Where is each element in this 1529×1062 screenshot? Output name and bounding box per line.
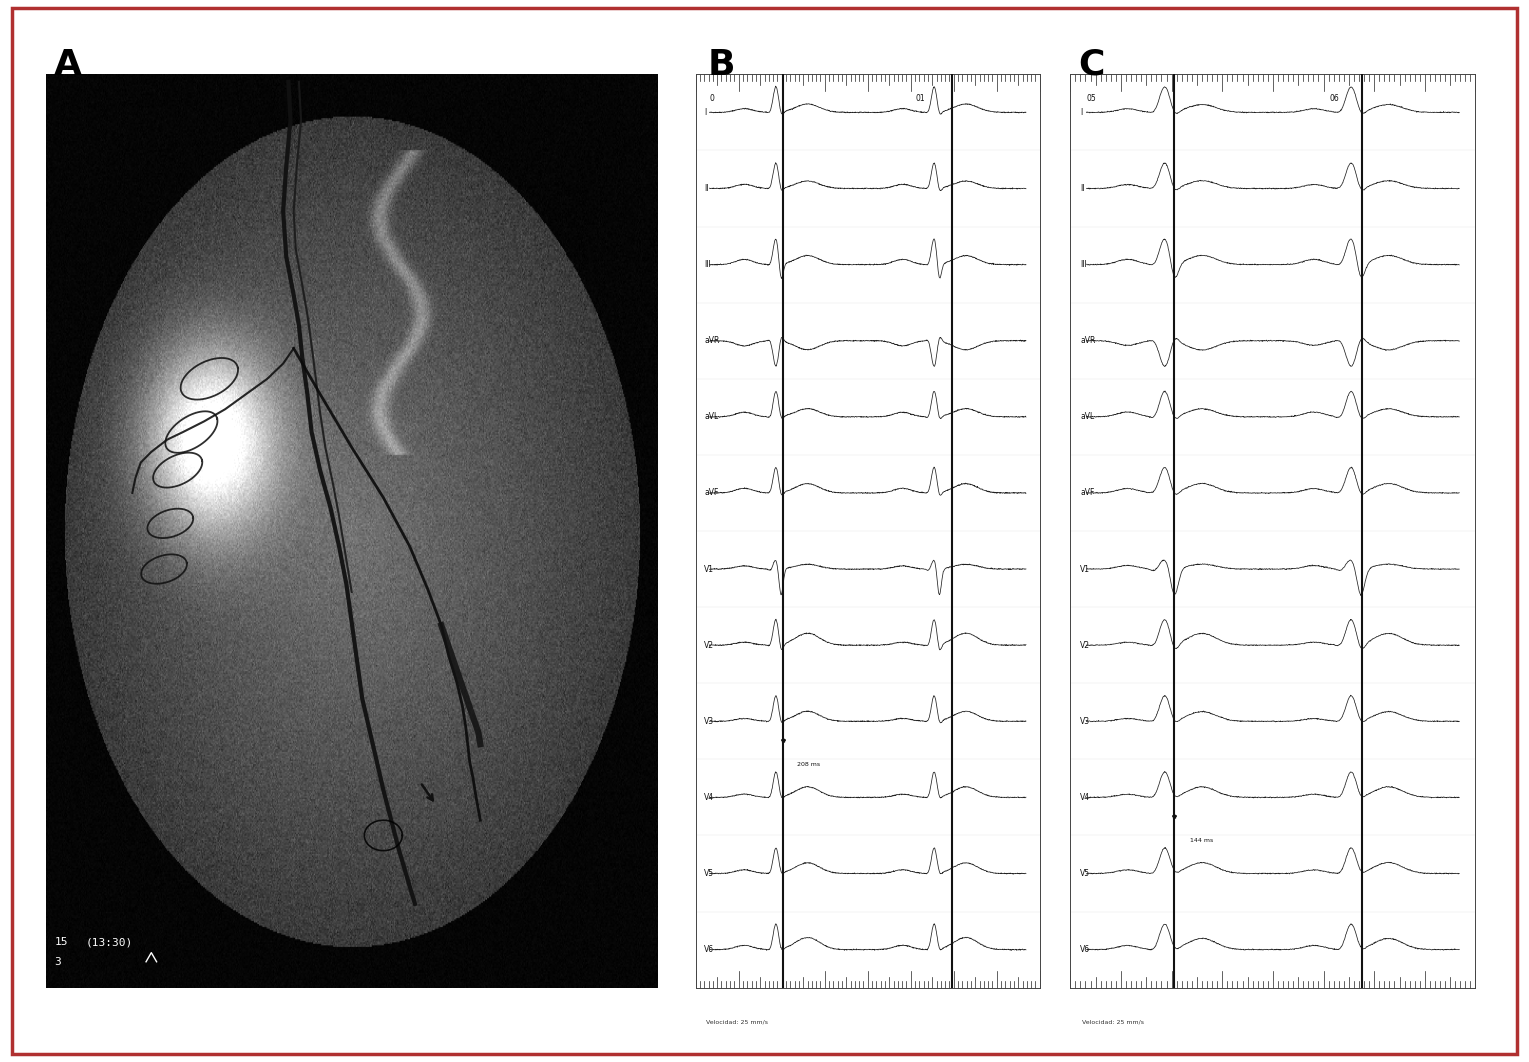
Text: I: I [705, 108, 706, 117]
Text: I: I [1081, 108, 1083, 117]
Text: V3: V3 [705, 717, 714, 725]
Text: B: B [708, 48, 735, 82]
Text: Velocidad: 25 mm/s: Velocidad: 25 mm/s [1083, 1020, 1144, 1025]
Text: V2: V2 [1081, 640, 1090, 650]
Text: V4: V4 [1081, 793, 1090, 802]
Text: V2: V2 [705, 640, 714, 650]
Text: aVR: aVR [1081, 337, 1096, 345]
Text: aVL: aVL [705, 412, 719, 422]
Text: III: III [1081, 260, 1087, 269]
Text: 0: 0 [709, 95, 714, 103]
Text: V1: V1 [1081, 565, 1090, 573]
Text: III: III [705, 260, 711, 269]
Text: 06: 06 [1330, 95, 1339, 103]
Text: aVF: aVF [1081, 489, 1095, 497]
Text: aVF: aVF [705, 489, 719, 497]
Text: A: A [54, 48, 81, 82]
Text: V1: V1 [705, 565, 714, 573]
Text: aVL: aVL [1081, 412, 1095, 422]
Text: 144 ms: 144 ms [1190, 839, 1212, 843]
Text: C: C [1078, 48, 1104, 82]
Text: II: II [1081, 184, 1086, 193]
Text: 05: 05 [1087, 95, 1096, 103]
Text: (13:30): (13:30) [86, 937, 133, 947]
Text: V5: V5 [705, 869, 714, 878]
Text: aVR: aVR [705, 337, 720, 345]
Text: II: II [705, 184, 709, 193]
Text: V3: V3 [1081, 717, 1090, 725]
Text: V5: V5 [1081, 869, 1090, 878]
Text: 208 ms: 208 ms [797, 763, 820, 768]
Text: 3: 3 [55, 957, 61, 966]
Text: V6: V6 [1081, 945, 1090, 954]
Text: Velocidad: 25 mm/s: Velocidad: 25 mm/s [706, 1020, 768, 1025]
Text: V6: V6 [705, 945, 714, 954]
Text: 15: 15 [55, 937, 67, 947]
Text: 01: 01 [916, 95, 925, 103]
Text: V4: V4 [705, 793, 714, 802]
